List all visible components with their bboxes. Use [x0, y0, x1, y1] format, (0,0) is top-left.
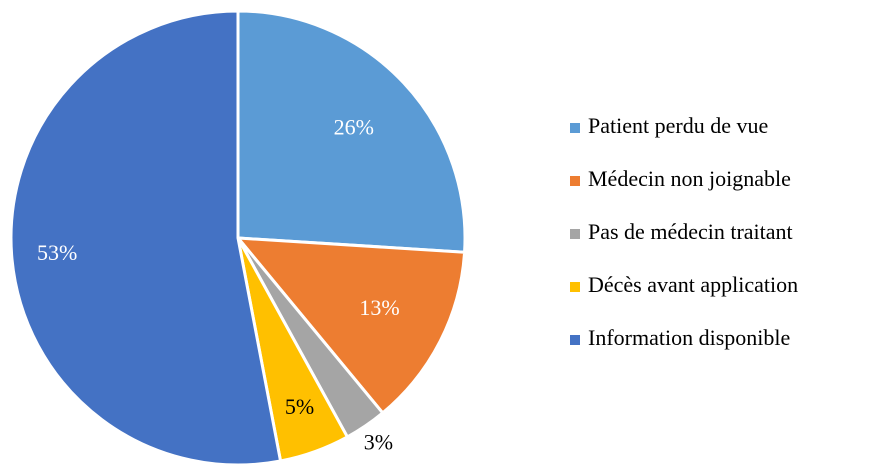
legend-swatch	[570, 229, 580, 239]
data-label: 3%	[364, 430, 393, 455]
pie-slice	[9, 9, 283, 464]
pie-slice	[236, 9, 467, 254]
legend-label: Décès avant application	[588, 272, 798, 297]
pie-slice	[234, 236, 467, 416]
legend-label: Pas de médecin traitant	[588, 219, 793, 244]
legend-swatch	[570, 123, 580, 133]
legend-label: Médecin non joignable	[588, 166, 791, 191]
legend-swatch	[570, 335, 580, 345]
data-label: 5%	[285, 394, 314, 419]
data-label: 26%	[334, 114, 374, 139]
data-label: 13%	[359, 295, 399, 320]
legend-label: Patient perdu de vue	[588, 113, 768, 138]
data-label: 53%	[37, 240, 77, 265]
legend-label: Information disponible	[588, 325, 790, 350]
legend-swatch	[570, 176, 580, 186]
legend-swatch	[570, 282, 580, 292]
